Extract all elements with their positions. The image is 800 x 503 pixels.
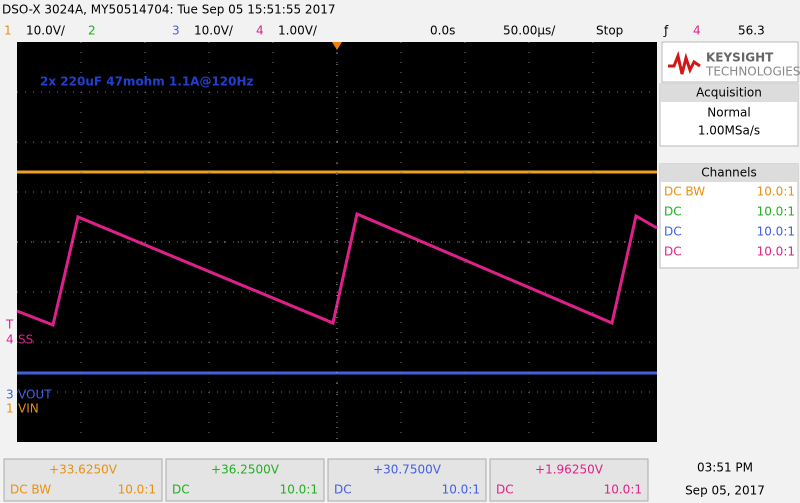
header-title: DSO-X 3024A, MY50514704: Tue Sep 05 15:5… (2, 3, 335, 17)
acq-mode: Normal (707, 106, 750, 120)
header-time-scale: 50.00µs/ (503, 24, 556, 38)
header-ch1-number: 1 (4, 24, 12, 38)
footer-box (489, 458, 649, 502)
header-trigger-channel: 4 (693, 24, 701, 38)
footer-ratio: 10.0:1 (280, 483, 318, 497)
footer-ratio: 10.0:1 (118, 483, 156, 497)
header-ch1-scale: 10.0V/ (26, 24, 66, 38)
ch-ratio: 10.0:1 (757, 205, 795, 219)
marker-label: VIN (18, 402, 39, 416)
ch-title-bg (660, 164, 798, 182)
footer-value: +36.2500V (211, 463, 280, 477)
footer-box (327, 458, 487, 502)
footer-value: +33.6250V (49, 463, 118, 477)
ch-coupling: DC (664, 205, 682, 219)
header-run-state: Stop (596, 24, 623, 38)
brand: KEYSIGHT (706, 51, 774, 65)
marker-label: VOUT (18, 388, 52, 402)
marker-number: T (5, 318, 14, 332)
header-time-offset: 0.0s (430, 24, 455, 38)
logo-wave (668, 50, 701, 75)
ch-title: Channels (701, 166, 757, 180)
header-ch4-number: 4 (256, 24, 264, 38)
header-trigger-level: 56.3 (738, 24, 765, 38)
ch-ratio: 10.0:1 (757, 185, 795, 199)
header-ch4-scale: 1.00V/ (278, 24, 318, 38)
marker-number: 3 (6, 388, 14, 402)
ch-coupling: DC BW (664, 185, 705, 199)
acq-title: Acquisition (696, 86, 762, 100)
header-ch3-number: 3 (172, 24, 180, 38)
footer-ratio: 10.0:1 (442, 483, 480, 497)
acq-title-bg (660, 84, 798, 102)
ch-coupling: DC (664, 245, 682, 259)
footer-time: 03:51 PM (697, 461, 753, 475)
footer-coupling: DC (496, 483, 514, 497)
header-ch2-number: 2 (88, 24, 96, 38)
acq-rate: 1.00MSa/s (698, 124, 760, 138)
annotation: 2x 220uF 47mohm 1.1A@120Hz (40, 75, 254, 89)
footer-value: +1.96250V (535, 463, 604, 477)
footer-date: Sep 05, 2017 (685, 484, 765, 498)
trigger-marker (332, 42, 342, 50)
trigger-icon: ƒ (663, 24, 669, 38)
ch4-trace (16, 211, 658, 328)
ch-ratio: 10.0:1 (757, 225, 795, 239)
ch-coupling: DC (664, 225, 682, 239)
marker-label: SS (18, 333, 33, 347)
footer-box (3, 458, 163, 502)
brand-sub: TECHNOLOGIES (705, 65, 800, 79)
footer-coupling: DC (334, 483, 352, 497)
footer-ratio: 10.0:1 (604, 483, 642, 497)
footer-coupling: DC BW (10, 483, 51, 497)
marker-number: 1 (6, 402, 14, 416)
footer-value: +30.7500V (373, 463, 442, 477)
marker-number: 4 (6, 333, 14, 347)
footer-coupling: DC (172, 483, 190, 497)
ch-ratio: 10.0:1 (757, 245, 795, 259)
header-ch3-scale: 10.0V/ (194, 24, 234, 38)
footer-box (165, 458, 325, 502)
